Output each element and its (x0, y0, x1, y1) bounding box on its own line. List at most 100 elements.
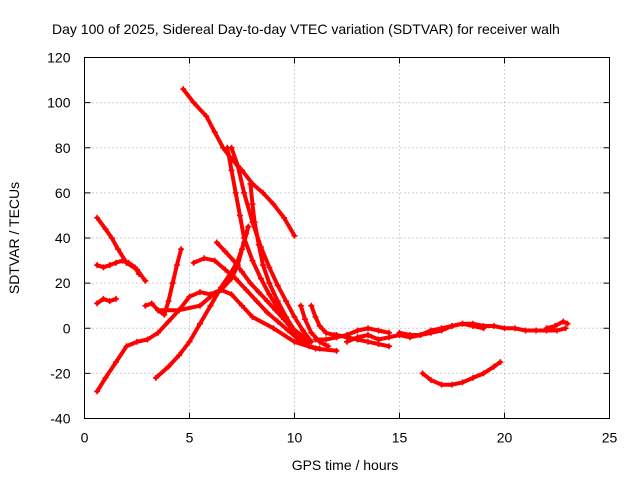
y-tick-label: 120 (47, 50, 71, 66)
data-point (253, 298, 260, 305)
data-point (228, 144, 235, 151)
data-point (230, 257, 237, 264)
data-point (102, 374, 109, 381)
data-point (325, 343, 332, 350)
data-point (94, 214, 101, 221)
data-point (354, 334, 361, 341)
data-point (169, 280, 176, 287)
data-point (165, 363, 172, 370)
data-point (449, 322, 455, 329)
series-line (95, 296, 118, 306)
data-point (144, 336, 151, 343)
data-point (274, 282, 281, 289)
data-point (291, 327, 298, 334)
data-point (113, 259, 119, 266)
data-point (375, 327, 382, 334)
data-point (142, 277, 149, 284)
data-point (190, 259, 197, 266)
data-point (228, 291, 235, 298)
data-point (218, 284, 224, 291)
data-point (491, 363, 497, 370)
series-line (248, 181, 307, 344)
data-point (247, 280, 254, 287)
data-point (213, 239, 220, 246)
axis-ticks: 0 5 10 15 20 25 -40 -20 0 20 40 60 80 100 120 (47, 50, 617, 446)
data-point (241, 235, 248, 241)
data-point (266, 264, 273, 271)
data-point (354, 327, 361, 334)
data-point (512, 325, 518, 332)
x-tick-label: 20 (497, 430, 513, 446)
data-point (251, 219, 258, 226)
data-point (241, 189, 248, 196)
data-point (274, 298, 281, 305)
data-point (428, 377, 434, 384)
data-point (501, 325, 508, 332)
data-point (176, 307, 182, 314)
data-point (100, 264, 107, 271)
data-point (123, 343, 130, 350)
data-point (119, 257, 126, 264)
data-point (245, 223, 252, 230)
data-point (302, 338, 308, 345)
data-point (234, 162, 241, 169)
data-point (266, 280, 273, 287)
data-point (491, 322, 497, 329)
x-tick-label: 25 (602, 430, 618, 446)
data-point (131, 264, 138, 271)
data-point (365, 325, 371, 332)
series-arc-15 (308, 302, 338, 339)
data-point (201, 255, 208, 262)
data-point (197, 289, 203, 296)
data-point (291, 338, 298, 345)
data-point (247, 180, 254, 187)
data-point (115, 246, 122, 253)
data-point (302, 316, 308, 323)
data-point (316, 322, 323, 329)
data-point (155, 329, 161, 336)
series-line (143, 247, 184, 317)
data-point (316, 345, 323, 352)
data-point (419, 370, 426, 377)
data-point (152, 374, 159, 381)
data-point (270, 201, 277, 208)
data-point (266, 291, 273, 298)
series-arc-20 (543, 318, 571, 332)
data-point (291, 232, 298, 239)
data-point (297, 302, 304, 309)
data-point (211, 257, 218, 264)
data-point (207, 302, 214, 309)
data-point (243, 286, 250, 293)
data-point (94, 388, 101, 395)
data-point (396, 329, 403, 336)
data-point (134, 338, 140, 345)
y-tick-label: 80 (55, 140, 71, 156)
x-tick-label: 10 (287, 430, 303, 446)
x-axis-title: GPS time / hours (292, 457, 399, 473)
data-point (386, 343, 392, 350)
y-tick-label: 20 (55, 275, 71, 291)
series-arc-21 (419, 359, 504, 388)
y-tick-label: -20 (50, 365, 70, 381)
data-point (554, 327, 560, 334)
data-point (255, 241, 262, 248)
data-point (365, 338, 371, 345)
data-point (178, 246, 185, 253)
data-point (180, 86, 187, 93)
data-point (207, 293, 214, 300)
data-point (543, 325, 550, 332)
data-point (173, 262, 180, 269)
data-point (438, 327, 445, 334)
data-point (264, 309, 271, 316)
data-point (197, 302, 203, 309)
data-point (562, 325, 569, 332)
data-point (165, 318, 172, 325)
data-point (106, 298, 113, 305)
data-point (480, 370, 487, 377)
series-line (156, 287, 339, 353)
data-point (94, 262, 101, 269)
data-point (308, 329, 315, 336)
chart-title: Day 100 of 2025, Sidereal Day-to-day VTE… (52, 21, 560, 37)
data-point (236, 212, 243, 219)
